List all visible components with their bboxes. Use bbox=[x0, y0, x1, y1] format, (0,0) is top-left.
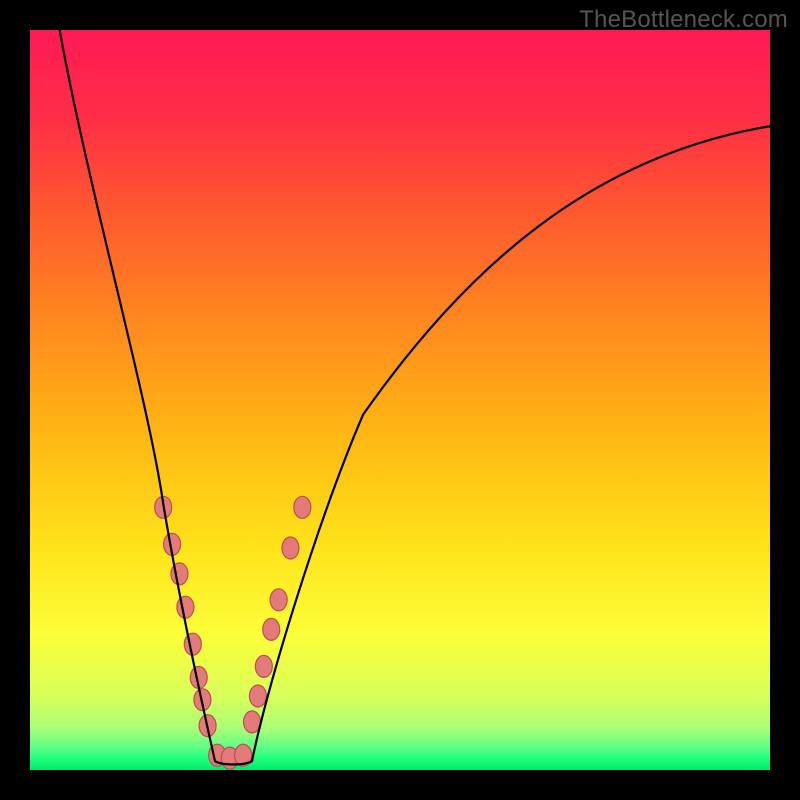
data-marker bbox=[177, 596, 194, 618]
data-marker bbox=[270, 589, 287, 611]
figure-root: TheBottleneck.com bbox=[0, 0, 800, 800]
bottleneck-curve bbox=[60, 30, 770, 764]
data-marker bbox=[184, 633, 201, 655]
data-marker bbox=[294, 496, 311, 518]
data-marker bbox=[249, 685, 266, 707]
data-marker bbox=[255, 655, 272, 677]
marker-layer bbox=[155, 496, 311, 769]
plot-area bbox=[30, 30, 770, 770]
chart-layer bbox=[30, 30, 770, 770]
data-marker bbox=[263, 618, 280, 640]
data-marker bbox=[282, 537, 299, 559]
